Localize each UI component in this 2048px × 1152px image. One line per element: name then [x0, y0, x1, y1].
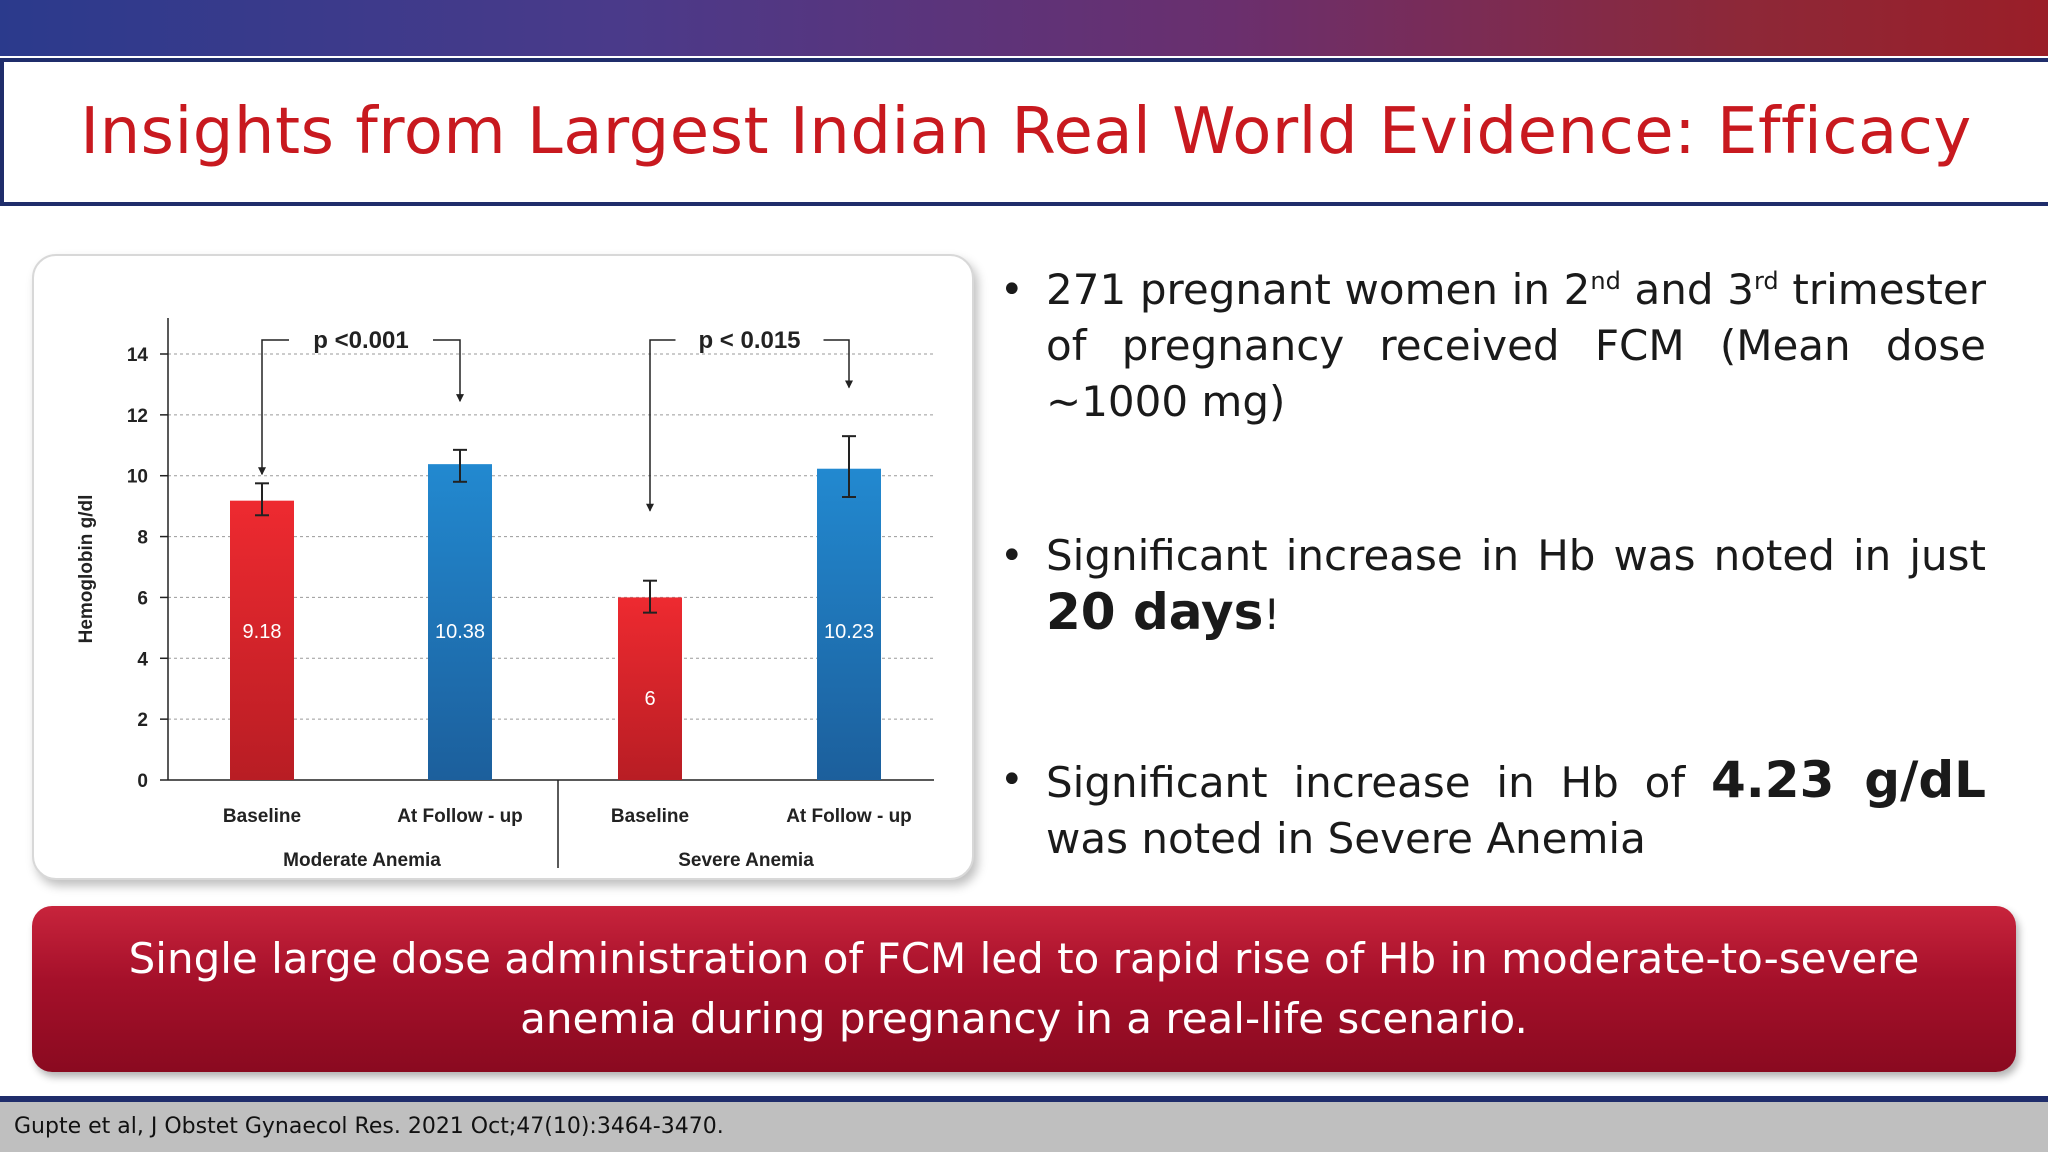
- title-box: Insights from Largest Indian Real World …: [0, 58, 2048, 206]
- x-category-label: Baseline: [611, 806, 689, 827]
- x-category-label: Baseline: [223, 806, 301, 827]
- bar-value-label: 10.38: [435, 621, 485, 643]
- p-value-label: p < 0.015: [698, 327, 800, 354]
- citation-footer: Gupte et al, J Obstet Gynaecol Res. 2021…: [0, 1102, 2048, 1152]
- bullet-text-3: Significant increase in Hb of 4.23 g/dL …: [1046, 751, 1987, 863]
- p-bracket-left: [261, 339, 289, 475]
- y-tick-label: 14: [127, 345, 149, 366]
- p-arrowhead: [845, 380, 853, 389]
- y-tick-label: 6: [137, 588, 148, 609]
- y-tick-label: 0: [137, 771, 148, 792]
- top-gradient-band: [0, 0, 2048, 56]
- conclusion-banner: Single large dose administration of FCM …: [32, 906, 2016, 1072]
- p-bracket-right: [823, 339, 850, 388]
- bar-value-label: 6: [644, 688, 655, 710]
- y-tick-label: 2: [137, 710, 148, 731]
- bullet-marker: •: [1000, 533, 1024, 579]
- bullet-item-1: • 271 pregnant women in 2nd and 3rd trim…: [1000, 262, 2000, 430]
- footer-divider: [0, 1096, 2048, 1102]
- bullet-marker: •: [1000, 757, 1024, 803]
- bar-value-label: 9.18: [243, 621, 282, 643]
- p-arrowhead: [646, 503, 654, 512]
- bar-value-label: 10.23: [824, 621, 874, 643]
- bullet-text-2: Significant increase in Hb was noted in …: [1046, 531, 1986, 641]
- p-arrowhead: [258, 467, 266, 476]
- p-bracket-right: [433, 339, 461, 402]
- page-title: Insights from Largest Indian Real World …: [80, 95, 1972, 169]
- group-label: Moderate Anemia: [283, 850, 441, 871]
- bullet-item-3: • Significant increase in Hb of 4.23 g/d…: [1000, 752, 2000, 867]
- bar: [428, 464, 492, 780]
- y-axis-label: Hemoglobin g/dl: [76, 495, 97, 644]
- y-tick-label: 10: [127, 467, 148, 488]
- group-label: Severe Anemia: [678, 850, 814, 871]
- conclusion-text: Single large dose administration of FCM …: [128, 934, 1920, 1043]
- x-category-label: At Follow - up: [786, 806, 912, 827]
- bar: [230, 500, 294, 780]
- bar: [618, 597, 682, 780]
- bullet-marker: •: [1000, 267, 1024, 313]
- p-arrowhead: [456, 394, 464, 403]
- bullet-text-1: 271 pregnant women in 2nd and 3rd trimes…: [1046, 265, 1986, 426]
- bullet-item-2: • Significant increase in Hb was noted i…: [1000, 528, 2000, 643]
- y-tick-label: 4: [137, 649, 148, 670]
- y-tick-label: 12: [127, 406, 148, 427]
- y-tick-label: 8: [137, 528, 148, 549]
- p-bracket-left: [649, 339, 676, 511]
- x-category-label: At Follow - up: [397, 806, 523, 827]
- bar: [817, 468, 881, 780]
- chart-card: 0 2 4 6 8 10 12 14 Hemoglobin g/dl 9.18 Baseline 10…: [32, 254, 974, 880]
- p-value-label: p <0.001: [313, 327, 408, 354]
- hemoglobin-bar-chart: 0 2 4 6 8 10 12 14 Hemoglobin g/dl 9.18 Baseline 10…: [76, 318, 934, 871]
